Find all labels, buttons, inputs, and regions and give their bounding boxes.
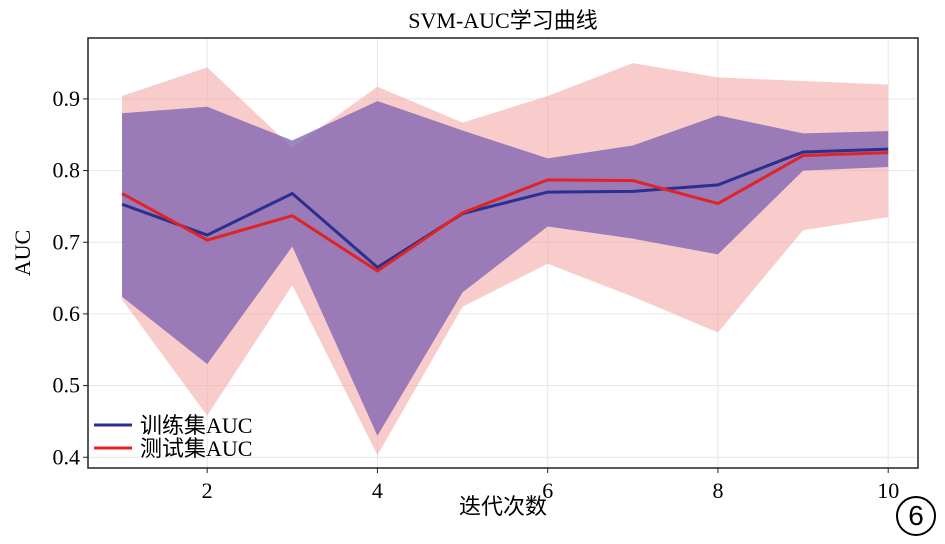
series-line-test: [121, 151, 889, 273]
chart-title: SVM-AUC学习曲线: [408, 8, 597, 33]
legend-label: 测试集AUC: [140, 436, 252, 461]
y-tick-label: 0.6: [53, 301, 81, 326]
x-axis-label: 迭代次数: [459, 494, 547, 519]
y-tick-label: 0.4: [53, 444, 81, 469]
y-tick-label: 0.8: [53, 158, 81, 183]
y-tick-label: 0.9: [53, 86, 81, 111]
legend-label: 训练集AUC: [140, 413, 252, 438]
x-tick-label: 6: [542, 478, 553, 503]
y-tick-label: 0.7: [53, 229, 81, 254]
x-tick-label: 8: [712, 478, 723, 503]
series-line-train: [121, 147, 889, 270]
confidence-band-train: [122, 101, 889, 436]
x-tick-label: 2: [202, 478, 213, 503]
x-tick-label: 4: [372, 478, 383, 503]
y-axis-label: AUC: [10, 230, 35, 276]
plot-frame: [87, 37, 919, 469]
x-tick-label: 10: [877, 478, 899, 503]
figure-number-badge: 6: [896, 496, 936, 536]
y-tick-label: 0.5: [53, 373, 81, 398]
